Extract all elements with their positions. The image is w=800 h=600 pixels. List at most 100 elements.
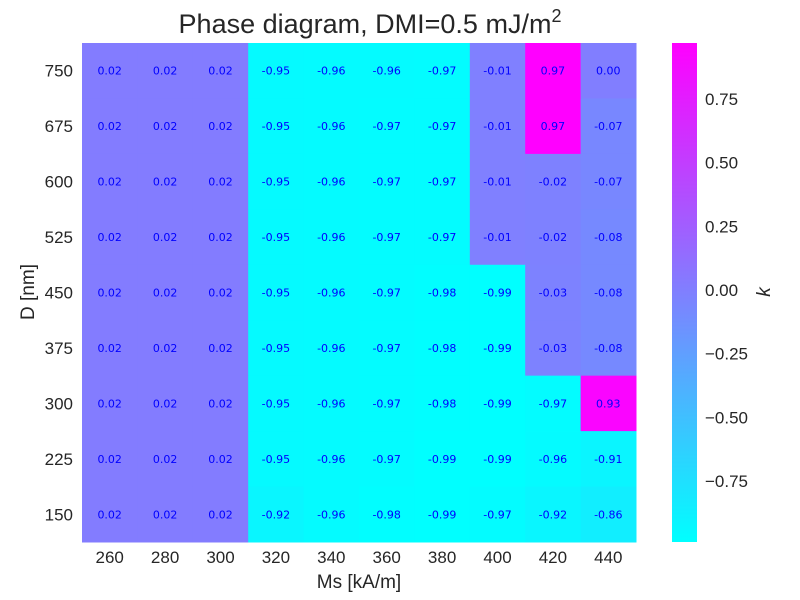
cell-value-label: 0.02 [97,287,122,300]
x-tick-label: 300 [206,548,234,567]
cell-value-label: 0.02 [208,176,233,189]
x-tick-label: 340 [317,548,345,567]
cell-value-label: 0.02 [208,120,233,133]
colorbar-tick-label: −0.25 [705,345,748,364]
heatmap-cell [192,43,249,99]
heatmap-cell [580,264,637,321]
heatmap-cell [192,264,249,321]
cell-value-label: -0.99 [483,453,511,466]
heatmap-cell [303,320,360,377]
y-axis-label: D [nm] [18,264,39,320]
cell-value-label: -0.96 [317,397,345,410]
heatmap-cell [414,153,471,210]
cell-value-label: -0.97 [539,397,567,410]
cell-value-label: -0.97 [428,231,456,244]
y-tick-label: 525 [45,228,73,247]
heatmap-cell [192,320,249,377]
cell-value-label: 0.02 [153,231,178,244]
heatmap-cell [414,43,471,99]
cell-value-label: 0.00 [596,65,621,78]
heatmap-cell [359,153,415,210]
cell-value-label: -0.96 [539,453,567,466]
cell-value-label: 0.93 [596,397,621,410]
cell-value-label: -0.97 [372,231,400,244]
heatmap-cell [192,98,249,155]
cell-value-label: -0.99 [428,508,456,521]
cell-value-label: -0.96 [317,120,345,133]
cell-value-label: 0.97 [541,120,566,133]
colorbar [672,43,697,542]
cell-value-label: -0.99 [483,287,511,300]
cell-value-label: 0.02 [208,231,233,244]
cell-value-label: -0.96 [317,508,345,521]
heatmap-cell [137,375,194,432]
heatmap-cell [525,320,582,377]
heatmap-cell [137,98,194,155]
cell-value-label: -0.96 [317,342,345,355]
heatmap-cell [469,320,526,377]
heatmap-cell [469,43,526,99]
heatmap-cell [248,153,305,210]
heatmap-cell [192,431,249,488]
cell-value-label: 0.02 [208,508,233,521]
cell-value-label: 0.02 [153,342,178,355]
heatmap-cell [82,431,138,488]
y-tick-label: 675 [45,117,73,136]
cell-value-label: -0.97 [428,65,456,78]
heatmap-cell [580,431,637,488]
heatmap-cell [248,98,305,155]
heatmap-cell [580,153,637,210]
cell-value-label: -0.01 [483,120,511,133]
colorbar-label: k [754,286,775,297]
heatmap-cell [303,431,360,488]
heatmap-cell [137,264,194,321]
heatmap-cell [580,375,637,432]
cell-value-label: -0.97 [372,397,400,410]
heatmap-cell [525,43,582,99]
cell-value-label: -0.08 [594,231,622,244]
cell-value-label: 0.02 [153,65,178,78]
cell-value-label: -0.98 [428,342,456,355]
heatmap-cell [359,375,415,432]
heatmap-cell [137,43,194,99]
cell-value-label: -0.91 [594,453,622,466]
cell-value-label: -0.95 [262,231,290,244]
y-tick-label: 150 [45,505,73,524]
cell-value-label: 0.02 [208,342,233,355]
heatmap-cell [469,209,526,266]
x-tick-label: 360 [373,548,401,567]
heatmap-cell [137,153,194,210]
x-tick-label: 420 [539,548,567,567]
heatmap-cell [525,264,582,321]
cell-value-label: 0.02 [97,397,122,410]
heatmap-cell [303,486,360,543]
cell-value-label: -0.99 [428,453,456,466]
heatmap-cell [414,98,471,155]
cell-value-label: -0.08 [594,342,622,355]
cell-value-label: -0.95 [262,397,290,410]
heatmap-cell [414,431,471,488]
heatmap-cell [192,209,249,266]
heatmap-cell [82,486,138,543]
heatmap-cell [248,209,305,266]
heatmap-cell [192,375,249,432]
cell-value-label: -0.98 [372,508,400,521]
x-tick-label: 380 [428,548,456,567]
heatmap-cell [359,264,415,321]
cell-value-label: -0.95 [262,120,290,133]
cell-value-label: -0.99 [483,342,511,355]
heatmap-cell [469,375,526,432]
heatmap-cell [469,153,526,210]
colorbar-tick-label: 0.75 [705,90,738,109]
colorbar-tick-label: 0.25 [705,217,738,236]
cell-value-label: -0.97 [428,120,456,133]
cell-value-label: -0.03 [539,342,567,355]
heatmap-cell [414,264,471,321]
heatmap-cell [525,431,582,488]
heatmap-cell [248,264,305,321]
cell-value-label: -0.86 [594,508,622,521]
heatmap-cell [469,431,526,488]
x-tick-label: 400 [483,548,511,567]
cell-value-label: -0.02 [539,231,567,244]
